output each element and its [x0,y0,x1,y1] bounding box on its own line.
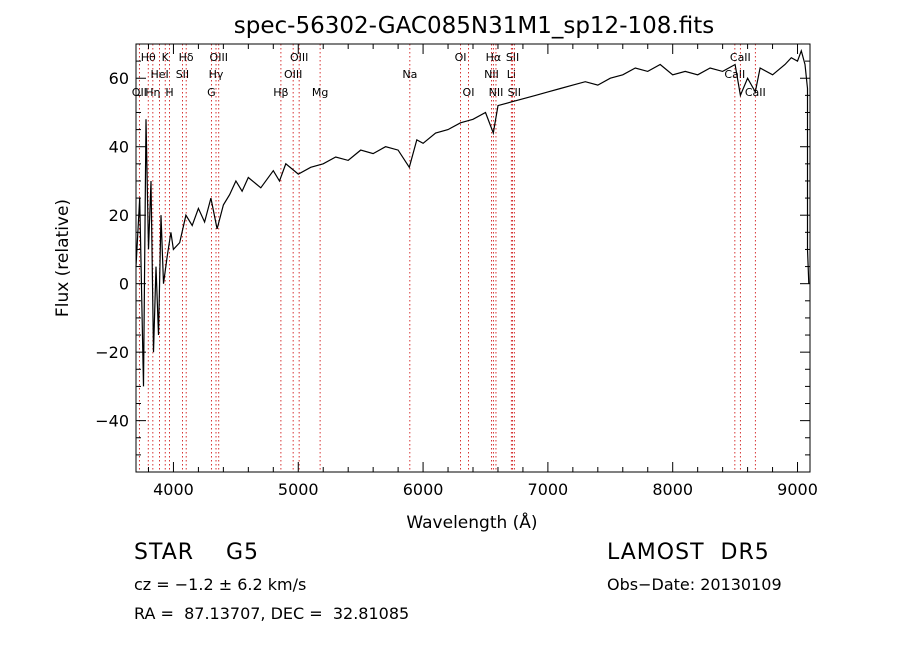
spectrum-line [135,48,810,387]
spectral-line-label: SII [176,68,189,81]
spectral-line-label: OIII [210,51,228,64]
y-tick-label: 40 [109,138,129,157]
spectral-line-label: CaII [724,68,745,81]
spectral-line-label: Mg [312,86,328,99]
spectral-line-label: H [165,86,173,99]
spectral-line-label: OI [463,86,475,99]
y-tick-label: 0 [119,275,129,294]
x-tick-label: 9000 [777,480,818,499]
spectral-line-label: HeI [150,68,168,81]
spectral-line-label: G [207,86,216,99]
redshift-velocity: cz = −1.2 ± 6.2 km/s [134,575,307,594]
spectral-line-label: Li [507,68,516,81]
spectrum-series [135,48,810,387]
x-tick-label: 5000 [278,480,319,499]
spectral-line-label: Hβ [273,86,288,99]
spectral-line-label: Na [402,68,417,81]
spectral-line-label: OIII [290,51,308,64]
object-class: STAR G5 [134,540,260,565]
y-tick-label: 20 [109,206,129,225]
observation-date: Obs−Date: 20130109 [607,575,782,594]
spectral-line-label: Hα [486,51,502,64]
spectral-line-label: K [162,51,170,64]
axes: 4000 5000 6000 7000 8000 9000 −40 −20 0 20 40 60 [95,43,818,499]
x-tick-label: 7000 [528,480,569,499]
spectral-line-label: SII [506,51,519,64]
y-tick-label: −20 [95,343,129,362]
y-tick-label: −40 [95,412,129,431]
x-tick-label: 8000 [652,480,693,499]
spectral-line-label: Hη [145,86,160,99]
spectral-line-label: OI [455,51,467,64]
chart-title: spec-56302-GAC085N31M1_sp12-108.fits [234,13,714,39]
spectral-line-label: CaII [730,51,751,64]
spectral-line-label: Hγ [209,68,224,81]
x-tick-label: 4000 [153,480,194,499]
plot-frame [135,43,811,473]
coordinates: RA = 87.13707, DEC = 32.81085 [134,604,410,623]
spectral-line-label: OIII [284,68,302,81]
spectral-line-label: Hθ [141,51,156,64]
spectral-line-label: SII [508,86,521,99]
spectral-line-label: NII [489,86,504,99]
spectral-lines: OIIHθHηHeIKHSIIHδGHγOIIIHβOIIIOIIIMgNaOI… [132,44,766,472]
y-axis-label: Flux (relative) [53,199,73,317]
x-tick-label: 6000 [403,480,444,499]
y-tick-label: 60 [109,69,129,88]
x-axis-label: Wavelength (Å) [406,511,537,533]
survey-release: LAMOST DR5 [607,540,770,565]
spectral-line-label: Hδ [179,51,194,64]
spectral-line-label: NII [484,68,499,81]
